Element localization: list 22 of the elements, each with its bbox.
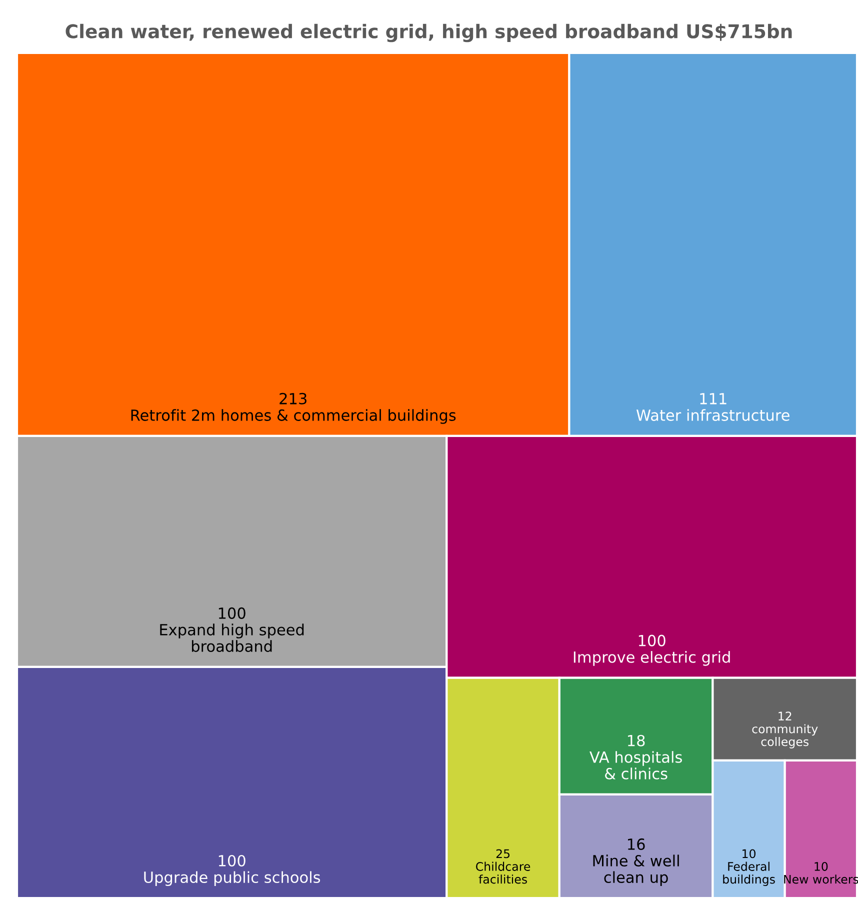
data-label: 10	[814, 862, 828, 871]
data-label: 16	[628, 838, 645, 850]
data-label: 12	[778, 712, 792, 720]
category-label: VA hospitals & clinics	[590, 751, 682, 780]
data-label: 213	[280, 392, 306, 404]
data-label: 25	[496, 849, 510, 858]
category-label: Improve electric grid	[574, 651, 730, 666]
data-label: 100	[218, 607, 246, 619]
category-label: Retrofit 2m homes & commercial buildings	[131, 409, 456, 424]
data-label: 10	[742, 849, 756, 858]
category-label: Upgrade public schools	[144, 871, 320, 886]
category-label: Water infrastructure	[636, 409, 790, 421]
data-label: 111	[700, 393, 726, 404]
data-label: 18	[628, 734, 645, 746]
data-label: 100	[218, 854, 246, 867]
data-label: 100	[638, 634, 666, 646]
category-label: Mine & well clean up	[593, 854, 679, 886]
text: Clean water, renewed electric grid, high speed broadband US$715bn	[66, 24, 792, 42]
category-label: Childcare facilities	[476, 862, 530, 884]
category-label: Federal buildings	[723, 862, 775, 886]
category-label: community colleges	[752, 724, 818, 748]
category-label: Expand high speed broadband	[160, 624, 304, 652]
